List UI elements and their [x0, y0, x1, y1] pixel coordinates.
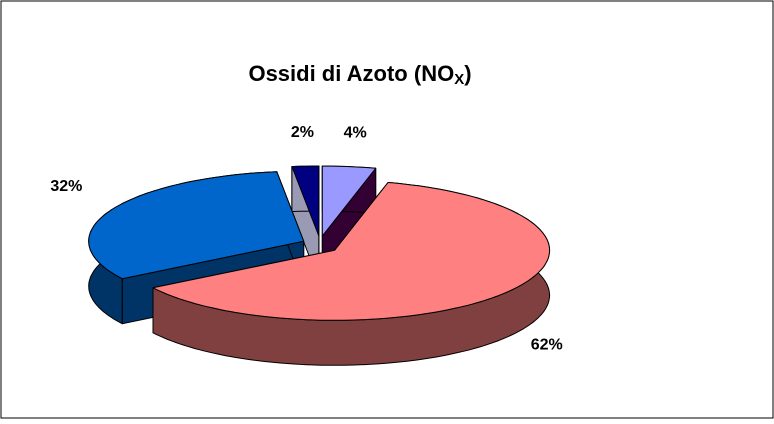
slice-top: [88, 171, 305, 280]
data-label: 32%: [50, 178, 82, 195]
title-main: Ossidi di Azoto (NO: [248, 61, 454, 86]
data-label: 62%: [531, 337, 563, 354]
title-subscript: X: [454, 71, 464, 88]
slice-top: [291, 165, 320, 237]
slice-top: [321, 165, 377, 237]
title-end: ): [464, 61, 471, 86]
data-label: 4%: [344, 125, 367, 142]
data-label: 2%: [291, 124, 314, 141]
slice-top: [152, 182, 551, 321]
chart-title: Ossidi di Azoto (NOX): [248, 61, 471, 88]
